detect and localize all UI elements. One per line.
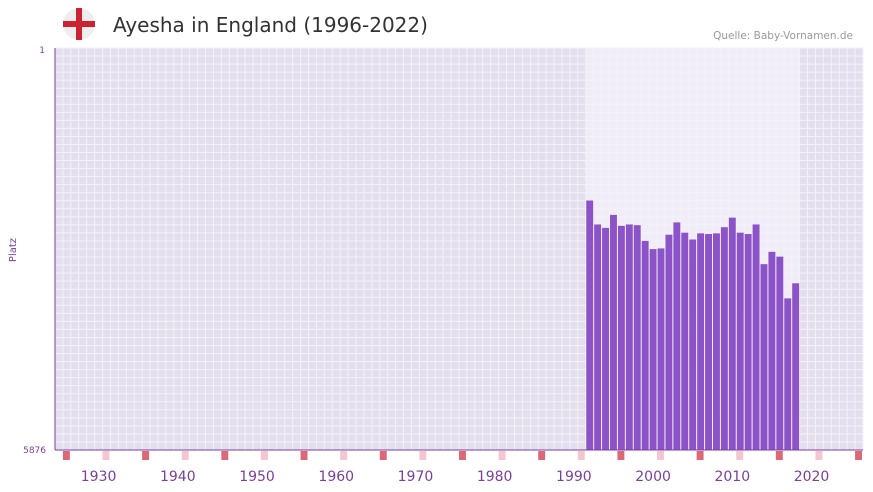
bar-2018 [776,256,784,450]
year-marker-2003 [657,451,664,460]
bar-2001 [641,240,649,450]
bar-2003 [657,248,665,450]
bar-1995 [594,224,602,450]
bar-2020 [792,283,800,450]
bar-2014 [744,234,752,450]
year-marker-1928 [62,451,70,460]
grid-lines [54,47,864,451]
bar-2006 [681,232,689,450]
bar-2011 [720,227,728,450]
year-marker-1973 [419,451,427,460]
year-marker-1998 [617,451,625,460]
bar-2005 [673,222,681,450]
year-marker-1948 [221,451,229,460]
bar-series [586,200,800,450]
england-flag-icon [63,8,95,40]
year-marker-2008 [696,451,704,460]
year-marker-1963 [340,451,348,460]
year-marker-1988 [538,451,546,460]
chart-title: Ayesha in England (1996-2022) [113,13,428,37]
bar-1998 [617,225,625,450]
year-marker-2028 [855,451,862,460]
year-marker-1933 [102,451,110,460]
year-marker-1983 [498,451,506,460]
year-marker-2013 [736,451,744,460]
bar-2019 [784,298,792,450]
x-tick-label-1990: 1990 [556,469,592,485]
bar-2002 [649,249,657,450]
bar-2007 [689,239,697,450]
year-marker-1938 [142,451,150,460]
bar-2013 [736,232,744,450]
bar-2017 [768,251,776,450]
x-tick-label-1970: 1970 [398,469,434,485]
bar-2008 [697,233,705,450]
axes [54,48,863,451]
year-marker-1968 [379,451,387,460]
bar-2016 [760,264,768,450]
year-marker-2018 [775,451,783,460]
y-axis-label: Platz [8,238,19,262]
source-credit: Quelle: Baby-Vornamen.de [713,30,853,42]
bar-2010 [712,233,720,450]
year-marker-1953 [260,451,268,460]
year-markers [62,451,862,460]
bar-2012 [728,217,736,450]
bar-1994 [586,200,594,450]
x-tick-label-1960: 1960 [318,469,354,485]
year-marker-1943 [181,451,189,460]
x-tick-label-1940: 1940 [160,469,196,485]
x-tick-labels: 1930 1940 1950 1960 1970 1980 1990 2000 2010 2020 [81,469,830,485]
x-tick-label-2010: 2010 [714,469,750,485]
bar-2004 [665,234,673,450]
year-marker-2023 [815,451,823,460]
bar-2015 [752,224,760,450]
bar-2000 [633,225,641,450]
bar-1999 [625,224,633,450]
x-tick-label-1980: 1980 [477,469,513,485]
y-tick-label-bottom: 5876 [23,446,46,456]
x-tick-label-1950: 1950 [239,469,275,485]
x-tick-label-2000: 2000 [635,469,671,485]
x-tick-label-2020: 2020 [794,469,830,485]
year-marker-1993 [577,451,585,460]
y-tick-label-top: 1 [39,46,45,56]
flag-cross-horizontal [63,21,95,27]
bar-2009 [705,234,712,450]
bar-1997 [610,214,617,450]
x-tick-label-1930: 1930 [81,469,117,485]
year-marker-1978 [459,451,466,460]
year-marker-1958 [300,451,308,460]
bar-1996 [602,227,610,450]
